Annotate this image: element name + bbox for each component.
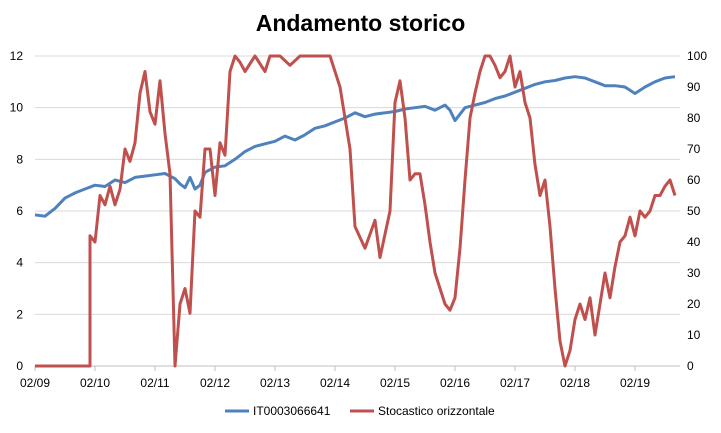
y-tick-label-right: 10 bbox=[687, 328, 701, 342]
x-tick-label: 02/12 bbox=[200, 376, 230, 390]
x-tick-label: 02/13 bbox=[260, 376, 290, 390]
y-tick-label-right: 70 bbox=[687, 142, 701, 156]
y-tick-label-right: 90 bbox=[687, 80, 701, 94]
x-tick-label: 02/17 bbox=[500, 376, 530, 390]
x-tick-label: 02/11 bbox=[140, 376, 169, 390]
y-tick-label-right: 50 bbox=[687, 204, 701, 218]
y-tick-label-left: 2 bbox=[16, 307, 23, 321]
y-tick-label-right: 40 bbox=[687, 235, 701, 249]
x-tick-label: 02/18 bbox=[560, 376, 590, 390]
x-tick-label: 02/10 bbox=[80, 376, 110, 390]
y-tick-label-left: 8 bbox=[16, 152, 23, 166]
axes: 0 2 4 6 8 10 12 0 10 20 30 40 50 60 70 80 90 100 02/09 02/1… bbox=[10, 49, 708, 390]
y-tick-label-left: 12 bbox=[10, 49, 24, 63]
y-tick-label-right: 20 bbox=[687, 297, 701, 311]
y-tick-label-right: 60 bbox=[687, 173, 701, 187]
x-tick-label: 02/15 bbox=[380, 376, 410, 390]
x-tick-label: 02/16 bbox=[440, 376, 470, 390]
x-tick-label: 02/19 bbox=[620, 376, 650, 390]
y-tick-label-right: 30 bbox=[687, 266, 701, 280]
y-tick-label-right: 100 bbox=[687, 49, 707, 63]
y-tick-label-left: 10 bbox=[10, 101, 24, 115]
legend: IT0003066641 Stocastico orizzontale bbox=[225, 404, 495, 418]
y-tick-label-left: 0 bbox=[16, 359, 23, 373]
legend-label: IT0003066641 bbox=[253, 404, 331, 418]
series-lines bbox=[34, 54, 677, 368]
y-tick-label-left: 6 bbox=[16, 204, 23, 218]
legend-label: Stocastico orizzontale bbox=[378, 404, 495, 418]
y-tick-label-right: 80 bbox=[687, 111, 701, 125]
grid-lines bbox=[35, 55, 680, 315]
y-tick-label-right: 0 bbox=[687, 359, 694, 373]
x-tick-label: 02/14 bbox=[320, 376, 350, 390]
series-line-1 bbox=[34, 75, 676, 218]
chart-title: Andamento storico bbox=[255, 10, 466, 36]
x-tick-label: 02/09 bbox=[20, 376, 50, 390]
y-tick-label-left: 4 bbox=[16, 256, 23, 270]
series-line-2 bbox=[35, 54, 677, 368]
